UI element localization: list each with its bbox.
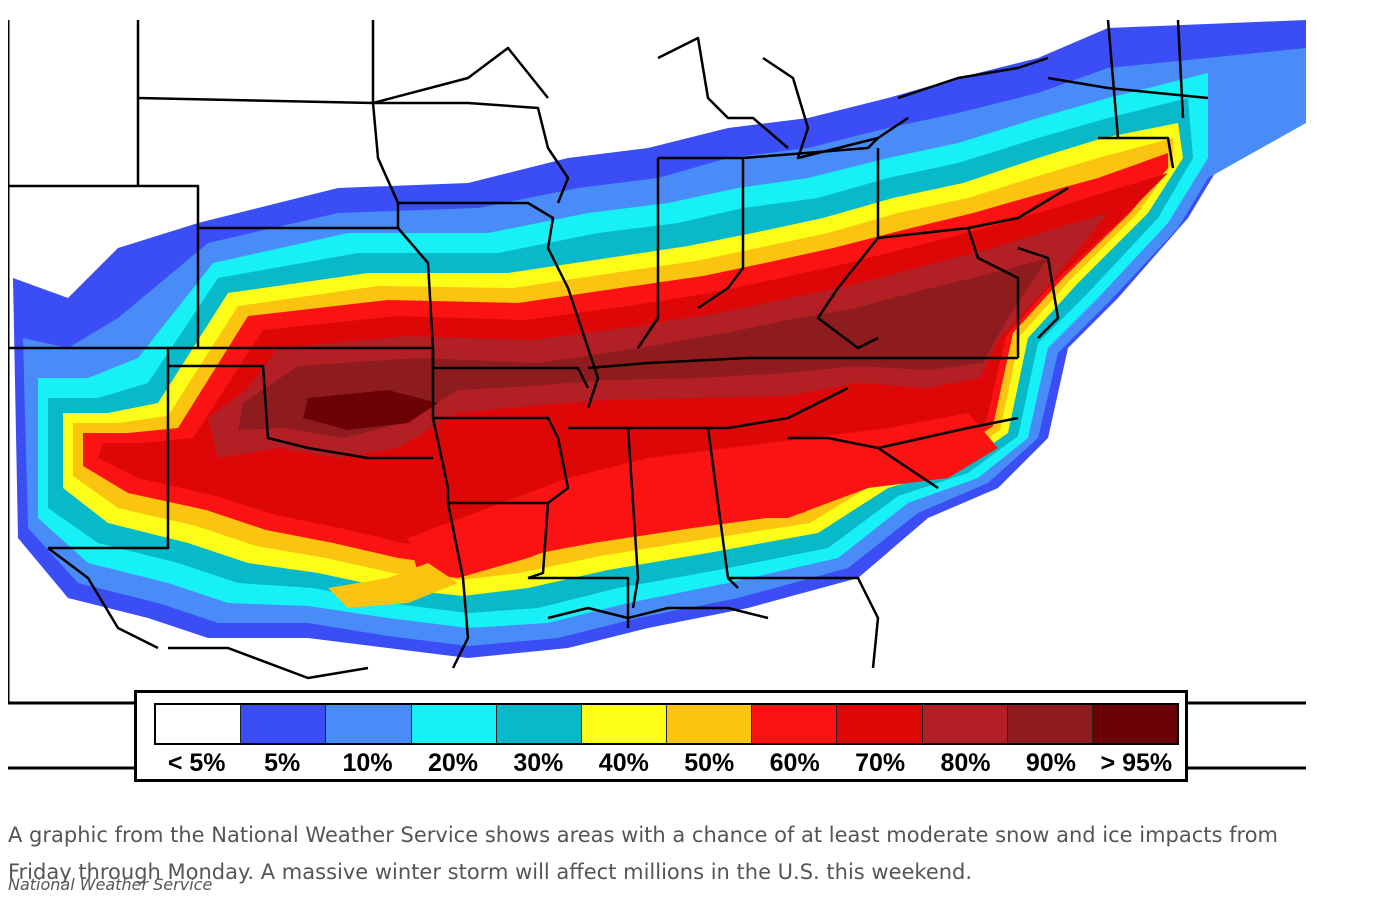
legend-swatch (326, 705, 412, 743)
band-south-50 (328, 563, 458, 608)
band-95 (303, 390, 438, 430)
legend-label: 50% (684, 749, 735, 777)
legend-label: 90% (1025, 749, 1076, 777)
figure-credit: National Weather Service (8, 875, 213, 894)
legend-labels: < 5% 5% 10% 20% 30% 40% 50% 60% 70% 80% … (154, 749, 1179, 778)
legend-swatches (154, 703, 1179, 745)
legend-label: 30% (513, 749, 564, 777)
legend-label: 20% (427, 749, 478, 777)
legend-label: 10% (342, 749, 393, 777)
band-south-60 (408, 413, 998, 578)
probability-legend: < 5% 5% 10% 20% 30% 40% 50% 60% 70% 80% … (134, 690, 1188, 782)
legend-label: 80% (940, 749, 991, 777)
legend-label: 70% (855, 749, 906, 777)
state-boundaries (8, 19, 1306, 705)
legend-swatch (241, 705, 327, 743)
legend-swatch (752, 705, 838, 743)
forecast-map-figure: < 5% 5% 10% 20% 30% 40% 50% 60% 70% 80% … (8, 18, 1306, 782)
probability-map (8, 18, 1306, 770)
legend-label: 5% (264, 749, 301, 777)
legend-swatch (1092, 705, 1178, 743)
legend-label: 60% (769, 749, 820, 777)
legend-swatch (837, 705, 923, 743)
legend-label: < 5% (167, 749, 226, 777)
legend-swatch (667, 705, 753, 743)
legend-swatch (411, 705, 497, 743)
legend-swatch (1007, 705, 1093, 743)
legend-swatch (496, 705, 582, 743)
legend-label: > 95% (1100, 749, 1173, 777)
legend-swatch (581, 705, 668, 743)
legend-swatch (922, 705, 1008, 743)
legend-swatch (156, 705, 242, 743)
figure-caption: A graphic from the National Weather Serv… (8, 823, 1279, 884)
band-90 (238, 258, 1048, 438)
legend-label: 40% (598, 749, 649, 777)
